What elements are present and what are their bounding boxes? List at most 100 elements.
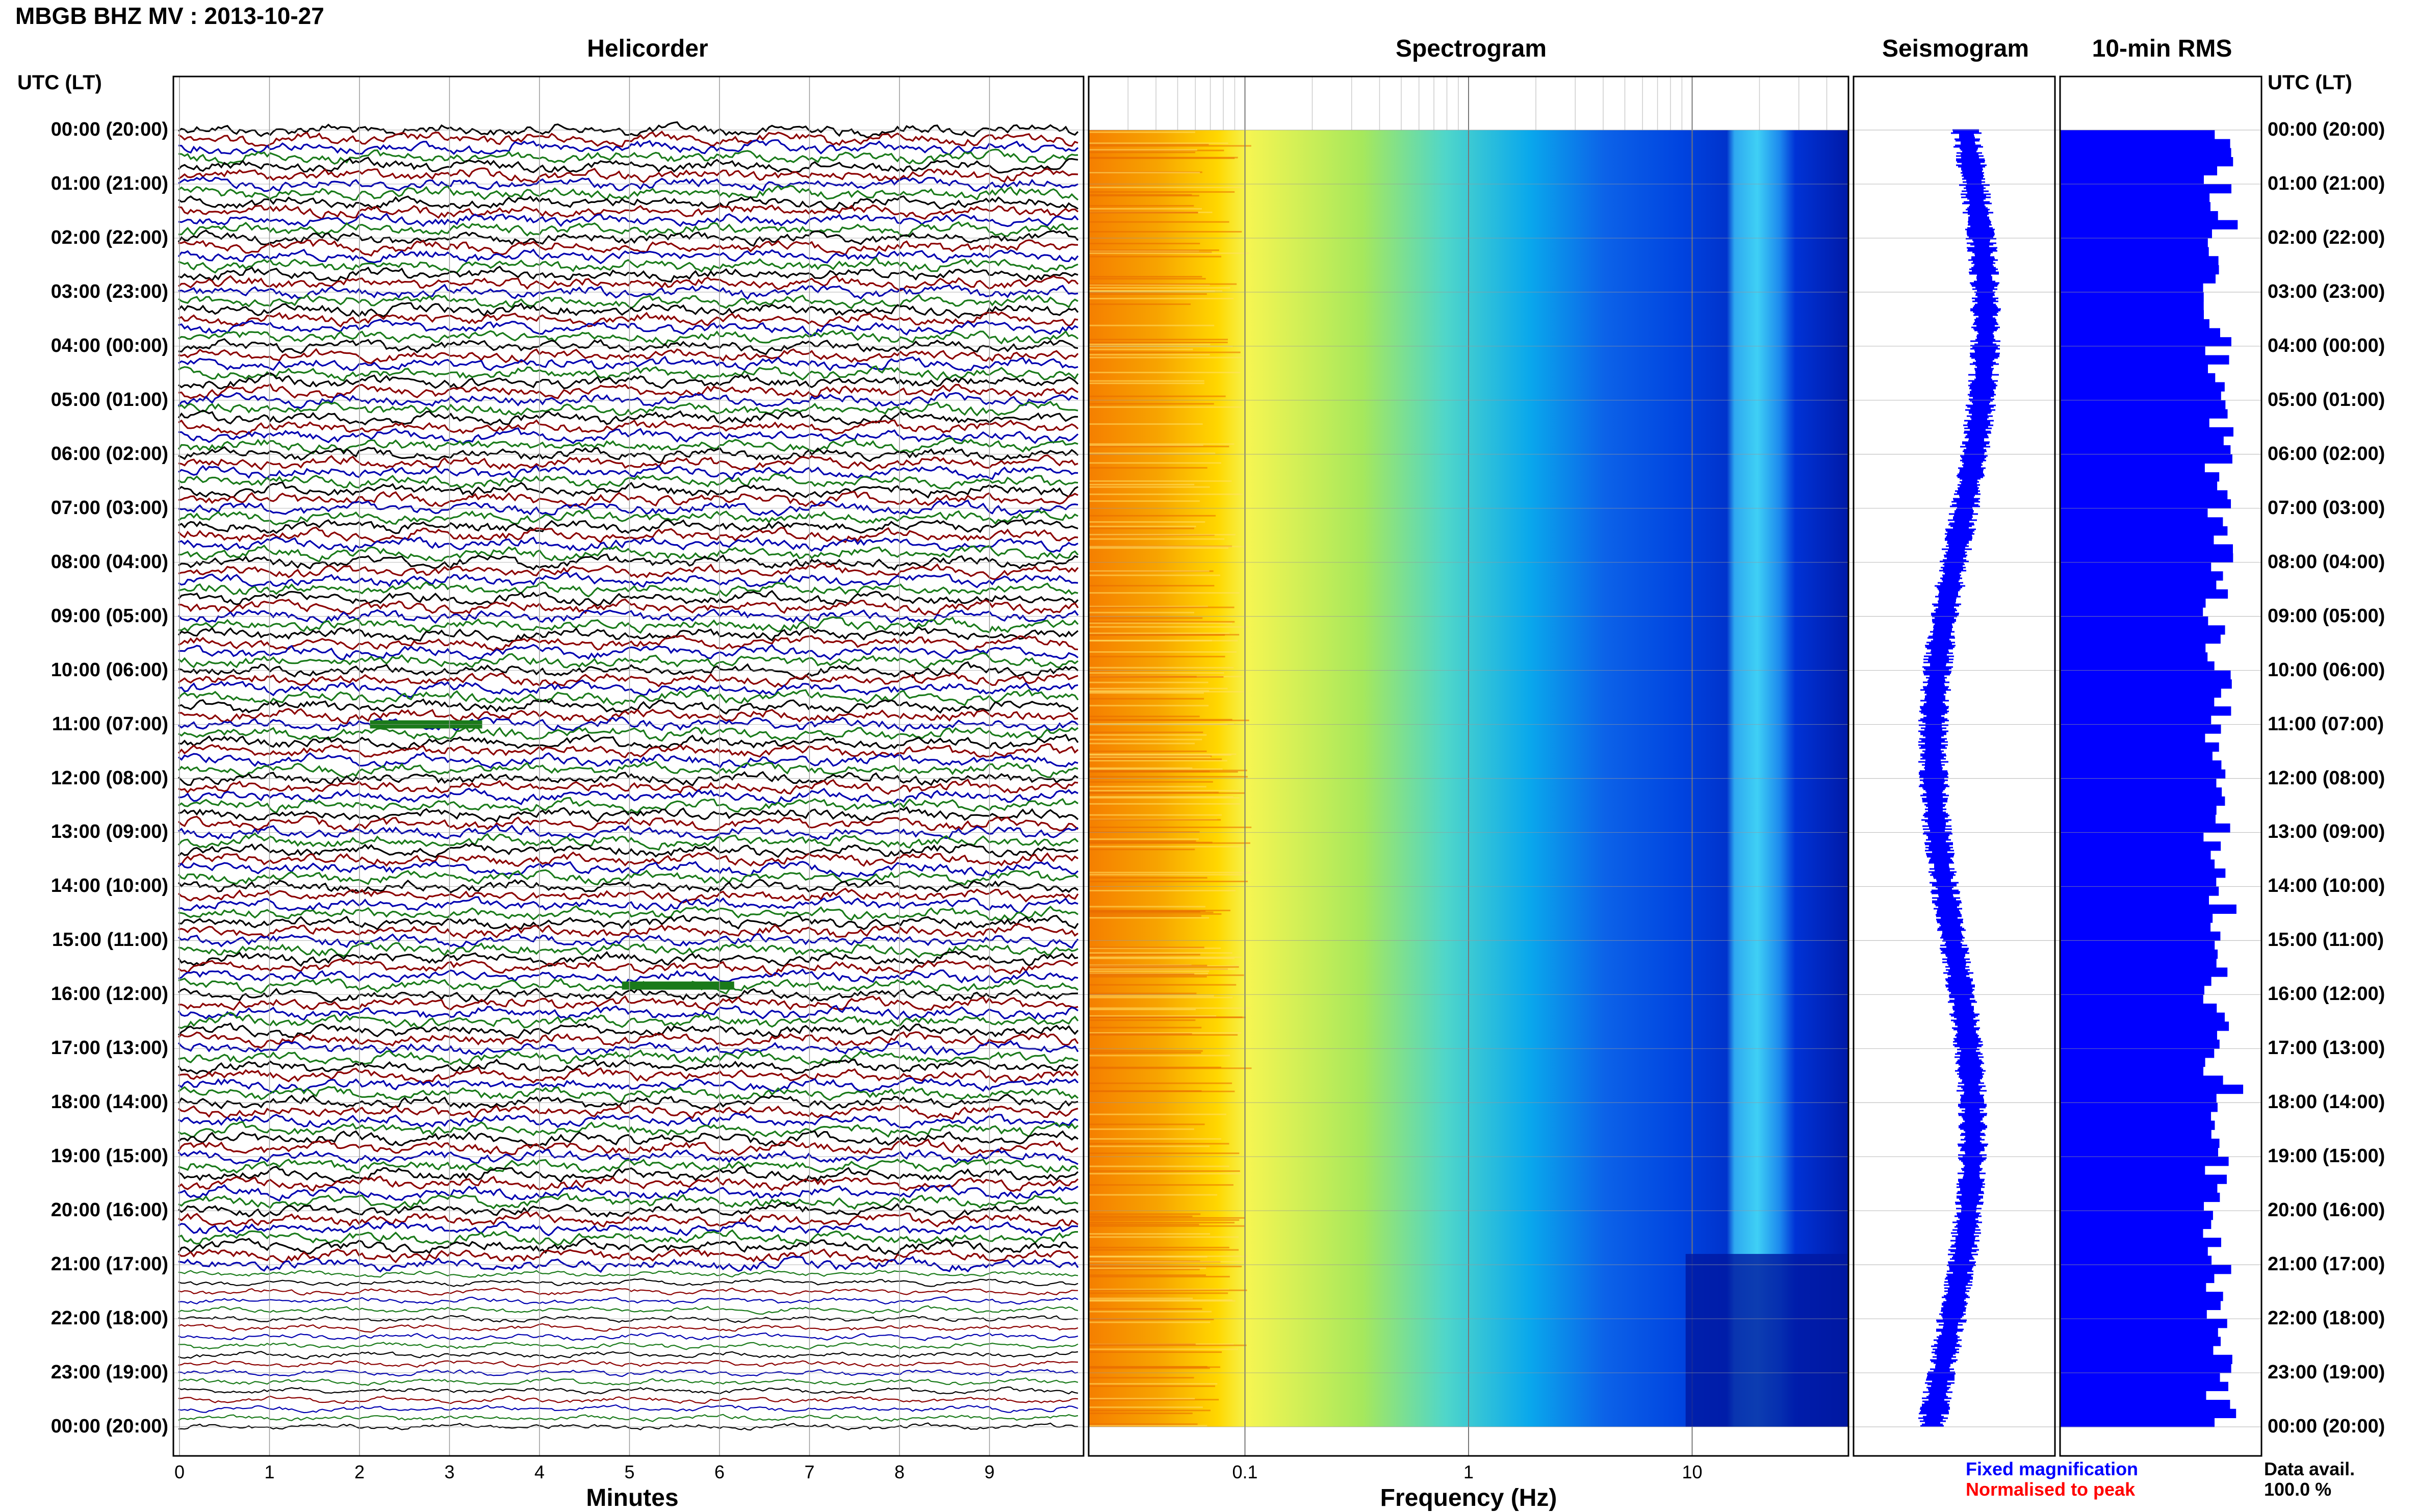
spectrogram-streak	[1089, 632, 1230, 634]
helicorder-trace	[178, 311, 1078, 328]
helicorder-trace	[178, 572, 1078, 588]
time-label-right: 21:00 (17:00)	[2268, 1253, 2385, 1275]
rms-bar	[2060, 418, 2209, 428]
spectrogram-streak	[1089, 283, 1237, 285]
spectrogram-streak	[1089, 243, 1200, 245]
spectrogram-streak	[1089, 354, 1210, 356]
spectrogram-streak	[1089, 276, 1202, 278]
spectrogram-streak	[1089, 1113, 1226, 1115]
spectrogram-streak	[1089, 341, 1228, 343]
time-label-right: 04:00 (00:00)	[2268, 335, 2385, 356]
helicorder-trace	[178, 383, 1078, 399]
rms-bar	[2060, 328, 2220, 338]
helicorder-trace	[178, 562, 1079, 580]
rms-bar	[2060, 211, 2218, 221]
rms-bar	[2060, 1373, 2220, 1382]
spectrogram-streak	[1089, 194, 1192, 196]
rms-bar	[2060, 841, 2221, 851]
spectrogram-xlabel: Frequency (Hz)	[1380, 1484, 1557, 1511]
rms-bar	[2060, 661, 2215, 671]
spectrogram-streak	[1089, 298, 1234, 300]
helicorder-trace	[178, 1077, 1079, 1094]
helicorder-title: Helicorder	[587, 35, 708, 62]
time-label-right: 09:00 (05:00)	[2268, 605, 2385, 627]
spectrogram-streak	[1089, 1055, 1230, 1057]
spectrogram-streak	[1089, 1082, 1232, 1084]
spectrogram-streak	[1089, 917, 1210, 919]
helicorder-trace	[177, 879, 1078, 893]
spectrogram-streak	[1089, 452, 1216, 454]
helicorder-trace	[178, 294, 1078, 310]
rms-bar	[2060, 346, 2205, 356]
helicorder-trace	[178, 958, 1078, 976]
spectrogram-streak	[1089, 1292, 1228, 1294]
helicorder-trace	[177, 771, 1078, 787]
helicorder-trace	[178, 598, 1079, 616]
rms-bar	[2060, 652, 2208, 662]
spectrogram-streak	[1089, 1145, 1210, 1147]
spectrogram-streak	[1089, 1016, 1243, 1018]
rms-bar	[2060, 409, 2228, 419]
spectrogram-streak	[1089, 651, 1237, 653]
rms-bar	[2060, 364, 2208, 374]
rms-bar	[2060, 256, 2219, 266]
helicorder-trace	[178, 1104, 1078, 1120]
helicorder-trace	[178, 1158, 1079, 1174]
helicorder-trace	[177, 1148, 1078, 1165]
rms-bar	[2060, 1255, 2212, 1265]
helicorder-trace	[178, 553, 1078, 571]
spectrogram-streak	[1089, 1289, 1229, 1291]
rms-bar	[2060, 580, 2217, 590]
helicorder-trace	[178, 519, 1078, 534]
spectrogram-streak	[1089, 874, 1243, 876]
helicorder-trace	[178, 465, 1078, 480]
helicorder-xlabel: Minutes	[586, 1484, 679, 1511]
spectrogram-streak	[1089, 840, 1196, 842]
data-avail-label: Data avail.	[2264, 1458, 2355, 1479]
seismogram-title: Seismogram	[1882, 35, 2029, 62]
spectrogram-streak	[1089, 592, 1240, 594]
time-label-left: 13:00 (09:00)	[50, 821, 168, 843]
spectrogram-streak	[1089, 756, 1211, 758]
spectrogram-streak	[1089, 605, 1208, 607]
rms-bar	[2060, 571, 2223, 581]
spectrogram-streak	[1089, 1215, 1193, 1217]
rms-bar	[2060, 1192, 2220, 1202]
time-label-right: 16:00 (12:00)	[2268, 983, 2385, 1005]
rms-bar	[2060, 481, 2218, 491]
rms-bar	[2060, 1084, 2244, 1094]
rms-bar	[2060, 1310, 2207, 1319]
rms-bar	[2060, 742, 2219, 752]
rms-bar	[2060, 1381, 2228, 1391]
panel-frame	[1088, 75, 1849, 1457]
rms-bar	[2060, 436, 2224, 446]
spectrogram-streak	[1089, 1321, 1211, 1323]
rms-bar	[2060, 778, 2217, 788]
panel-frame	[2059, 75, 2262, 1457]
rms-bar	[2060, 1147, 2218, 1157]
spectrogram-streak	[1089, 403, 1214, 405]
helicorder-trace	[177, 437, 1078, 454]
spectrogram-streak	[1089, 348, 1193, 350]
rms-bar	[2060, 877, 2217, 887]
spectrogram-streak	[1089, 1261, 1247, 1263]
time-label-left: 10:00 (06:00)	[50, 659, 168, 681]
spectrogram-tick-label: 10	[1682, 1462, 1703, 1482]
helicorder-trace	[178, 797, 1078, 814]
spectrogram-streak	[1089, 723, 1234, 725]
rms-bar	[2060, 868, 2226, 878]
helicorder-trace	[178, 995, 1078, 1012]
rms-bar	[2060, 832, 2204, 842]
rms-bar	[2060, 427, 2233, 437]
spectrogram-streak	[1089, 698, 1204, 700]
time-label-left: 17:00 (13:00)	[50, 1037, 168, 1059]
spectrogram-streak	[1089, 1383, 1218, 1385]
helicorder-trace	[178, 1377, 1078, 1386]
helicorder-trace	[178, 1184, 1078, 1202]
spectrogram-streak	[1089, 995, 1214, 997]
spectrogram-streak	[1089, 731, 1203, 733]
spectrogram-streak	[1089, 771, 1210, 773]
helicorder-trace	[178, 923, 1078, 939]
helicorder-trace	[177, 1238, 1078, 1255]
spectrogram-streak	[1089, 1268, 1200, 1270]
